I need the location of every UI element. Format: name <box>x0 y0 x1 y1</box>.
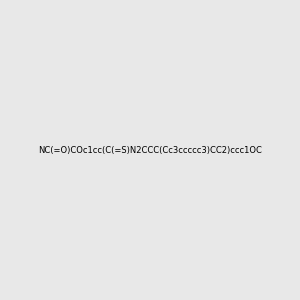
Text: NC(=O)COc1cc(C(=S)N2CCC(Cc3ccccc3)CC2)ccc1OC: NC(=O)COc1cc(C(=S)N2CCC(Cc3ccccc3)CC2)cc… <box>38 146 262 154</box>
